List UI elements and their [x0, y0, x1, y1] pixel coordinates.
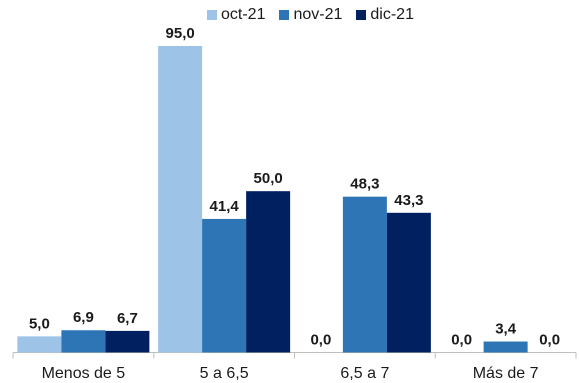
bar-nov-21-3	[342, 196, 387, 353]
bar-dic-21-2	[246, 191, 291, 353]
data-label-nov-21-3: 48,3	[350, 176, 379, 193]
legend-label-oct-21: oct-21	[221, 6, 266, 23]
legend-swatch-dic-21	[356, 10, 367, 20]
data-label-nov-21-2: 41,4	[210, 198, 240, 215]
x-tick-label: 5 a 6,5	[200, 365, 249, 382]
legend-item-dic-21: dic-21	[356, 6, 414, 24]
legend-item-nov-21: nov-21	[279, 6, 342, 24]
bar-dic-21-3	[386, 212, 431, 353]
bar-nov-21-1	[61, 330, 106, 353]
data-label-dic-21-2: 50,0	[254, 170, 283, 187]
bar-oct-21-2	[158, 46, 203, 353]
data-label-dic-21-1: 6,7	[117, 310, 138, 327]
legend-label-dic-21: dic-21	[370, 6, 414, 23]
x-tick-label: Menos de 5	[42, 365, 126, 382]
bar-nov-21-4	[483, 341, 528, 353]
data-label-oct-21-1: 5,0	[29, 315, 50, 332]
bar-dic-21-1	[105, 330, 150, 353]
legend-swatch-oct-21	[207, 10, 217, 20]
legend-item-oct-21: oct-21	[207, 6, 265, 24]
legend-label-nov-21: nov-21	[293, 6, 343, 23]
x-tick-label: 6,5 a 7	[340, 365, 389, 382]
legend-swatch-nov-21	[279, 10, 290, 20]
data-label-dic-21-4: 0,0	[539, 332, 560, 349]
data-label-oct-21-4: 0,0	[451, 332, 472, 349]
data-label-dic-21-3: 43,3	[394, 192, 423, 209]
bar-nov-21-2	[202, 218, 247, 353]
bar-oct-21-1	[17, 336, 62, 353]
data-label-oct-21-3: 0,0	[310, 332, 331, 349]
data-label-nov-21-1: 6,9	[73, 309, 94, 326]
data-label-nov-21-4: 3,4	[495, 321, 517, 338]
chart-legend: oct-21 nov-21 dic-21	[207, 6, 428, 24]
data-label-oct-21-2: 95,0	[166, 25, 195, 42]
x-tick-label: Más de 7	[473, 365, 539, 382]
